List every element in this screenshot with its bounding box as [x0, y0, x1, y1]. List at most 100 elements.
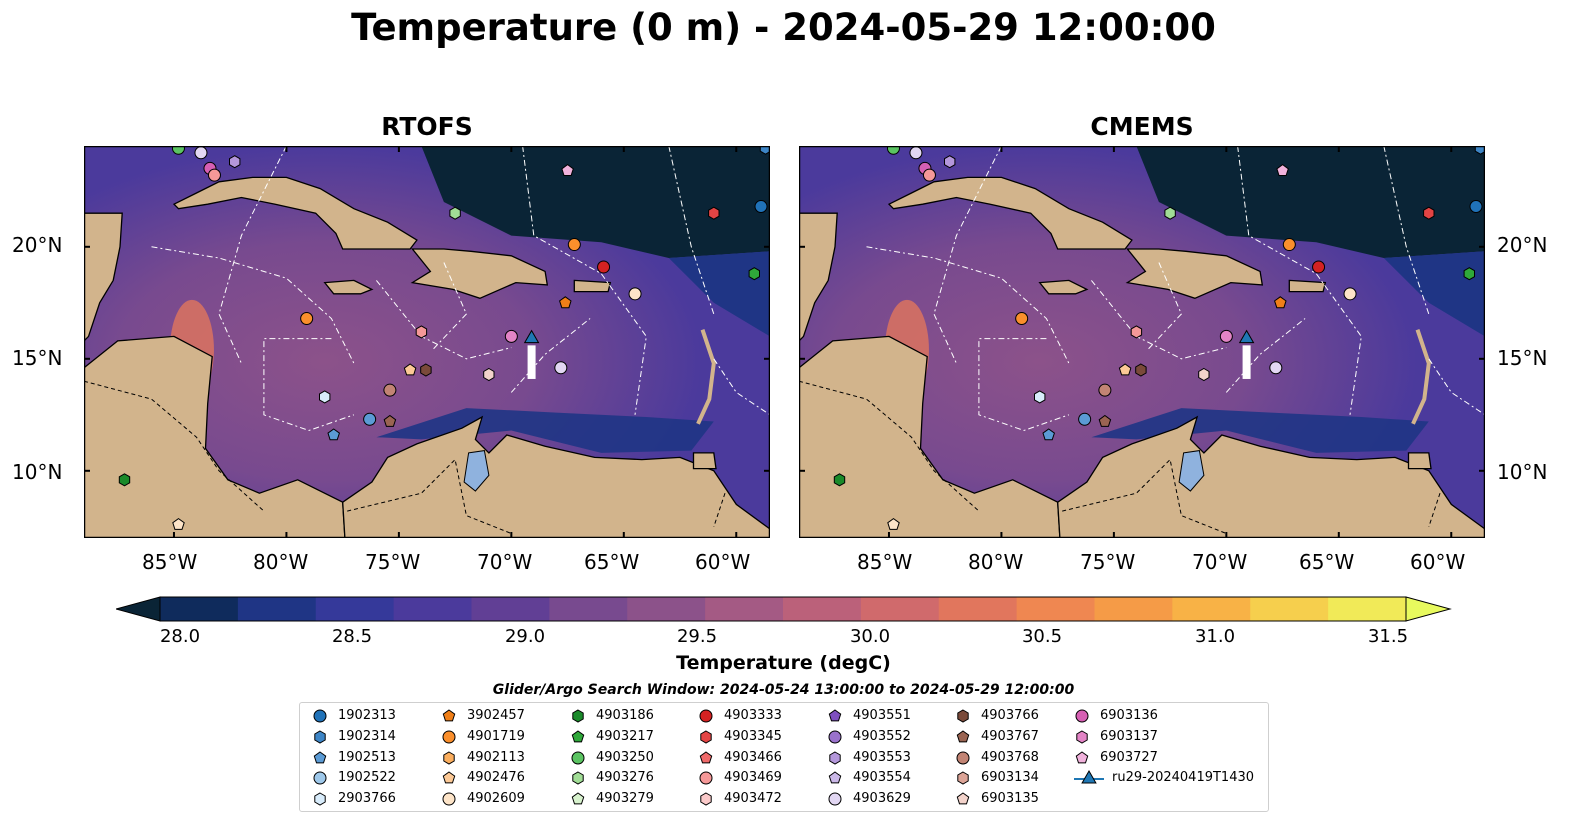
legend-label: 1902314	[338, 728, 396, 744]
legend-label: 4903554	[853, 770, 911, 786]
float-marker	[403, 363, 417, 376]
country-border	[713, 493, 726, 527]
country-border	[1428, 493, 1441, 527]
land-mass	[1288, 279, 1327, 293]
legend-symbol	[957, 771, 969, 785]
legend-marker-icon	[572, 771, 584, 785]
float-marker	[1312, 260, 1326, 274]
legend-symbol	[828, 792, 842, 806]
lake-maracaibo	[1178, 450, 1205, 492]
legend-marker-icon	[443, 751, 455, 765]
colorbar-tick: 29.5	[676, 626, 718, 647]
colorbar-frame	[159, 596, 1407, 622]
legend-symbol	[699, 750, 713, 763]
lon-label-left: 65°W	[584, 550, 640, 574]
float-marker	[559, 296, 572, 309]
lat-label-right: 15°N	[1497, 346, 1548, 370]
legend-marker-icon	[442, 709, 456, 722]
lon-label-left: 80°W	[253, 550, 309, 574]
eez-boundary	[376, 280, 512, 360]
eez-boundary	[151, 246, 355, 364]
float-marker	[597, 260, 611, 274]
colorbar-segment	[860, 597, 940, 621]
colorbar-segment	[393, 597, 472, 621]
rtofs-map[interactable]	[84, 146, 770, 538]
legend-label: 4903472	[724, 791, 782, 807]
legend-symbol	[314, 730, 326, 744]
legend-label: 4903345	[724, 728, 782, 744]
legend-triangle	[1081, 770, 1097, 784]
float-marker	[944, 155, 956, 169]
legend-symbol	[571, 730, 585, 743]
legend-label: 6903727	[1100, 749, 1158, 765]
panel-title-rtofs: RTOFS	[381, 112, 473, 141]
legend-label: 4903551	[853, 708, 911, 723]
float-marker	[1198, 367, 1210, 382]
float-marker	[1274, 296, 1287, 309]
legend-marker-icon	[571, 730, 585, 743]
legend-marker-icon	[1075, 709, 1089, 723]
legend-symbol	[1075, 709, 1089, 723]
legend-label: 6903135	[981, 791, 1039, 807]
float-marker	[1098, 414, 1112, 427]
lat-label-right: 20°N	[1497, 233, 1548, 257]
legend-label: 4903766	[981, 708, 1039, 723]
legend-marker-icon	[313, 750, 327, 763]
legend-marker-icon	[1075, 750, 1089, 763]
colorbar-tick: 30.0	[849, 626, 891, 647]
float-marker	[886, 146, 900, 155]
colorbar-segment	[471, 597, 550, 621]
temperature-colorbar	[116, 596, 1452, 622]
float-marker	[1423, 206, 1435, 220]
eez-boundary	[978, 338, 1070, 432]
country-border	[799, 380, 980, 512]
legend-marker-icon	[700, 730, 712, 744]
legend-label: 4903552	[853, 728, 911, 744]
land-mass	[1125, 248, 1264, 299]
colorbar-max-arrow	[1405, 596, 1452, 622]
legend-marker-icon	[571, 792, 585, 805]
float-marker	[1276, 163, 1289, 176]
colorbar-segment	[1016, 597, 1095, 621]
float-marker	[1219, 329, 1233, 343]
eez-boundary	[1091, 280, 1227, 360]
legend-marker-icon	[956, 751, 970, 765]
legend-symbol	[828, 771, 842, 784]
land-mass	[410, 248, 549, 299]
legend-label: 4903768	[981, 749, 1039, 765]
glider-track	[1242, 345, 1251, 379]
legend-marker-icon	[313, 709, 327, 723]
legend-label: 4903629	[853, 791, 911, 807]
legend-label: 4903469	[724, 770, 782, 786]
colorbar-tick: 31.0	[1194, 626, 1236, 647]
legend: 1902313 1902314 1902513 1902522 2903766 39024…	[299, 702, 1269, 812]
land-mass	[887, 176, 1133, 250]
land-mass	[342, 415, 770, 538]
float-marker	[118, 473, 131, 487]
legend-symbol	[314, 792, 326, 806]
upwelling-zone	[376, 408, 714, 453]
float-marker	[567, 238, 581, 252]
colorbar-segment	[938, 597, 1018, 621]
lon-label-right: 80°W	[968, 550, 1024, 574]
legend-label: ru29-20240419T1430	[1112, 770, 1255, 786]
land-mass	[1407, 452, 1432, 470]
legend-symbol	[572, 771, 584, 785]
land-mass	[172, 176, 418, 250]
legend-marker-icon	[956, 730, 970, 743]
float-marker	[523, 329, 540, 344]
legend-marker-icon	[828, 792, 842, 806]
legend-marker-icon	[956, 792, 970, 805]
eez-boundary	[668, 146, 715, 315]
float-marker	[363, 412, 377, 426]
float-marker	[1469, 199, 1483, 213]
legend-label: 4903553	[853, 749, 911, 765]
colorbar-segment	[315, 597, 395, 621]
legend-symbol	[313, 771, 327, 785]
legend-symbol	[313, 709, 327, 723]
lon-label-left: 60°W	[695, 550, 751, 574]
eez-boundary	[522, 146, 647, 415]
lon-label-right: 75°W	[1080, 550, 1136, 574]
float-marker	[327, 428, 340, 441]
cmems-map[interactable]	[799, 146, 1485, 538]
